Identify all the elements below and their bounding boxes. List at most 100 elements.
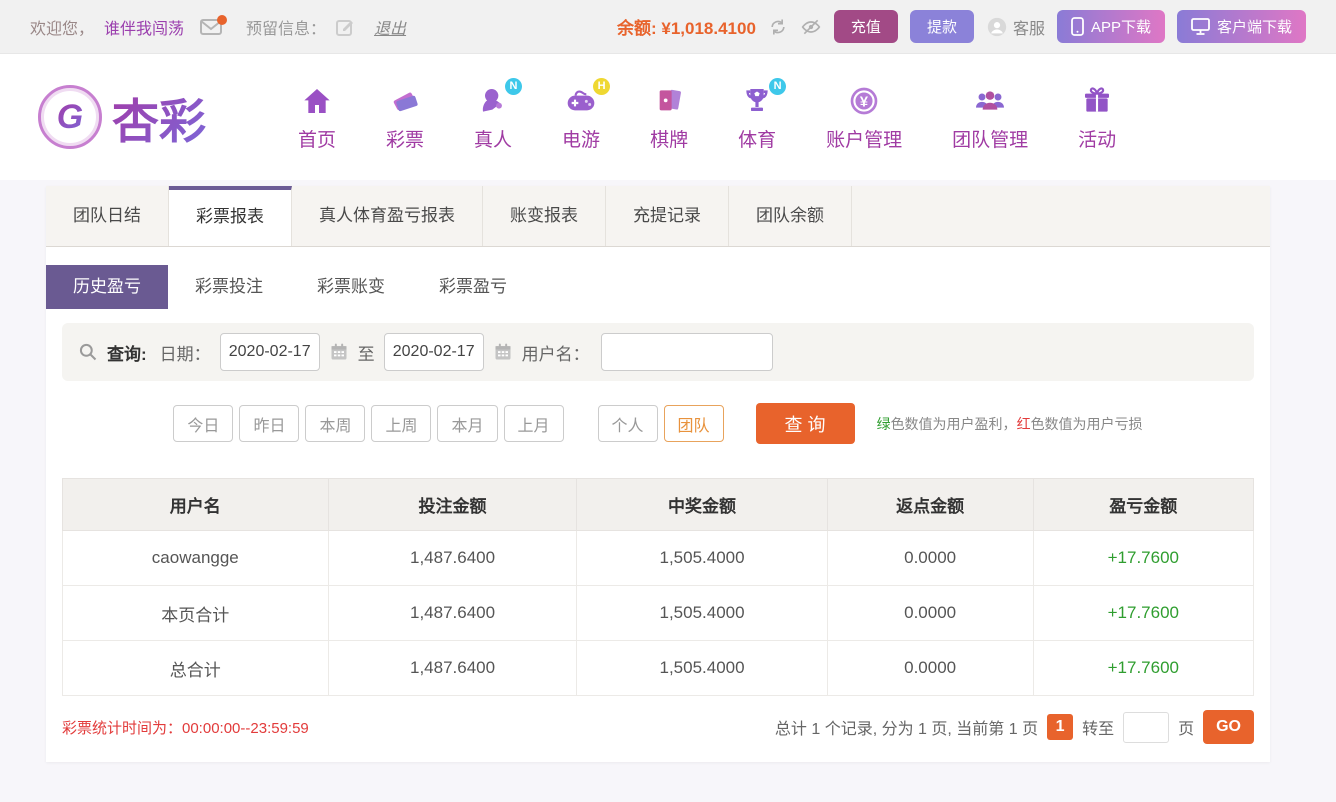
quick-this-month-button[interactable]: 本月: [437, 405, 498, 442]
mail-icon[interactable]: [200, 14, 228, 35]
current-username: 谁伴我闯荡: [104, 20, 185, 38]
card-footer: 彩票统计时间为：00:00:00--23:59:59 总计 1 个记录, 分为 …: [62, 710, 1254, 744]
col-username: 用户名: [62, 478, 329, 531]
subtab-history-profit[interactable]: 历史盈亏: [46, 265, 168, 309]
nav-item-promotions[interactable]: 活动: [1078, 83, 1116, 152]
customer-service-link[interactable]: 客服: [986, 15, 1045, 39]
nav-item-home[interactable]: 首页: [298, 83, 336, 152]
nav-item-boardgames[interactable]: 棋牌: [650, 83, 688, 152]
balance-value: ¥1,018.4100: [661, 19, 756, 38]
date-from-input[interactable]: [219, 333, 320, 371]
eye-off-icon[interactable]: [800, 17, 822, 37]
refresh-icon[interactable]: [768, 17, 788, 37]
subtab-lottery-bets[interactable]: 彩票投注: [195, 277, 263, 296]
service-avatar-icon: [986, 16, 1008, 38]
report-table-wrap: 用户名 投注金额 中奖金额 返点金额 盈亏金额 caowangge 1,487.…: [62, 478, 1255, 696]
recharge-button[interactable]: 充值: [833, 10, 898, 43]
nav-item-account[interactable]: ¥ 账户管理: [826, 83, 902, 152]
goto-page-input[interactable]: [1123, 711, 1170, 743]
report-table: 用户名 投注金额 中奖金额 返点金额 盈亏金额 caowangge 1,487.…: [62, 478, 1255, 696]
cell-username: 总合计: [62, 640, 329, 696]
balance-label: 余额:: [616, 19, 657, 38]
page-unit-label: 页: [1178, 721, 1195, 738]
trophy-icon: N: [738, 77, 787, 119]
table-header-row: 用户名 投注金额 中奖金额 返点金额 盈亏金额: [62, 478, 1255, 531]
tab-deposit-withdraw-records[interactable]: 充提记录: [606, 186, 729, 246]
app-download-label: APP下载: [1090, 19, 1151, 36]
tab-team-daily[interactable]: 团队日结: [46, 186, 169, 246]
client-download-label: 客户端下载: [1216, 19, 1292, 36]
topbar: 欢迎您， 谁伴我闯荡 预留信息： 退出 余额: ¥1,018.4100 充值 提…: [0, 0, 1336, 54]
coin-yuan-icon: ¥: [845, 83, 883, 119]
cell-bet: 1,487.6400: [327, 585, 578, 641]
nav-label: 电游: [562, 129, 601, 151]
unread-dot: [217, 14, 228, 25]
go-button[interactable]: GO: [1203, 710, 1254, 744]
scope-team-button[interactable]: 团队: [663, 405, 724, 442]
quick-last-week-button[interactable]: 上周: [371, 405, 432, 442]
quick-yesterday-button[interactable]: 昨日: [239, 405, 300, 442]
badge-new: N: [769, 77, 787, 95]
nav-item-egames[interactable]: H 电游: [562, 77, 611, 152]
logo-emblem-icon: G: [38, 85, 102, 149]
query-submit-button[interactable]: 查 询: [755, 403, 855, 444]
cell-win: 1,505.4000: [576, 640, 828, 696]
report-subtabs: 历史盈亏 彩票投注 彩票账变 彩票盈亏: [46, 265, 1270, 309]
legend-green-text: 色数值为用户盈利，: [890, 415, 1017, 432]
live-person-icon: N: [474, 77, 523, 119]
pagination-summary: 总计 1 个记录, 分为 1 页, 当前第 1 页: [774, 721, 1039, 738]
legend-green-char: 绿: [876, 415, 891, 432]
logout-link[interactable]: 退出: [374, 20, 407, 38]
tab-live-sports-report[interactable]: 真人体育盈亏报表: [292, 186, 483, 246]
subtab-lottery-account-change[interactable]: 彩票账变: [317, 277, 385, 296]
col-bet-amount: 投注金额: [327, 478, 578, 531]
edit-icon[interactable]: [336, 18, 354, 36]
search-icon: [78, 342, 98, 362]
tab-account-change-report[interactable]: 账变报表: [483, 186, 606, 246]
scope-personal-button[interactable]: 个人: [597, 405, 658, 442]
cell-profit: +17.7600: [1032, 585, 1255, 641]
username-input[interactable]: [600, 333, 773, 371]
nav-item-lottery[interactable]: 彩票: [386, 83, 424, 152]
tab-team-balance[interactable]: 团队余额: [729, 186, 852, 246]
legend-red-text: 色数值为用户亏损: [1030, 415, 1143, 432]
calendar-icon[interactable]: [329, 342, 349, 362]
quick-this-week-button[interactable]: 本周: [305, 405, 366, 442]
cell-profit: +17.7600: [1032, 640, 1255, 696]
report-card: 团队日结 彩票报表 真人体育盈亏报表 账变报表 充提记录 团队余额 历史盈亏 彩…: [46, 186, 1270, 762]
monitor-icon: [1191, 18, 1210, 35]
nav-item-sports[interactable]: N 体育: [738, 77, 787, 152]
nav-label: 账户管理: [826, 129, 903, 151]
quick-today-button[interactable]: 今日: [173, 405, 234, 442]
tab-lottery-report[interactable]: 彩票报表: [169, 186, 292, 246]
nav-label: 棋牌: [650, 129, 689, 151]
current-page-badge[interactable]: 1: [1047, 714, 1074, 740]
date-label: 日期：: [159, 344, 211, 364]
gift-icon: [1078, 83, 1116, 119]
date-to-input[interactable]: [383, 333, 484, 371]
welcome-text: 欢迎您，: [30, 20, 95, 38]
nav-item-team[interactable]: 团队管理: [952, 83, 1028, 152]
cell-rebate: 0.0000: [826, 585, 1034, 641]
calendar-icon[interactable]: [493, 342, 513, 362]
withdraw-button[interactable]: 提款: [909, 10, 974, 43]
color-legend: 绿色数值为用户盈利，红色数值为用户亏损: [877, 414, 1143, 434]
cell-win: 1,505.4000: [576, 585, 828, 641]
home-icon: [298, 83, 336, 119]
client-download-button[interactable]: 客户端下载: [1176, 10, 1306, 43]
logo-text: 杏彩: [112, 83, 206, 152]
username-label: 用户名：: [521, 344, 590, 364]
filter-row: 今日 昨日 本周 上周 本月 上月 个人 团队 查 询 绿色数值为用户盈利，红色…: [46, 403, 1270, 444]
col-rebate-amount: 返点金额: [826, 478, 1034, 531]
cell-rebate: 0.0000: [826, 530, 1034, 586]
goto-label: 转至: [1082, 721, 1115, 738]
table-row-grand-total: 总合计 1,487.6400 1,505.4000 0.0000 +17.760…: [62, 640, 1255, 696]
nav-item-live[interactable]: N 真人: [474, 77, 523, 152]
table-row: caowangge 1,487.6400 1,505.4000 0.0000 +…: [62, 530, 1255, 586]
main-nav: 首页 彩票 N 真人 H 电游 棋牌: [298, 77, 1116, 152]
quick-last-month-button[interactable]: 上月: [503, 405, 564, 442]
subtab-lottery-profit[interactable]: 彩票盈亏: [439, 277, 507, 296]
nav-label: 活动: [1078, 129, 1117, 151]
app-download-button[interactable]: APP下载: [1056, 10, 1165, 43]
site-logo[interactable]: G 杏彩: [38, 83, 206, 152]
